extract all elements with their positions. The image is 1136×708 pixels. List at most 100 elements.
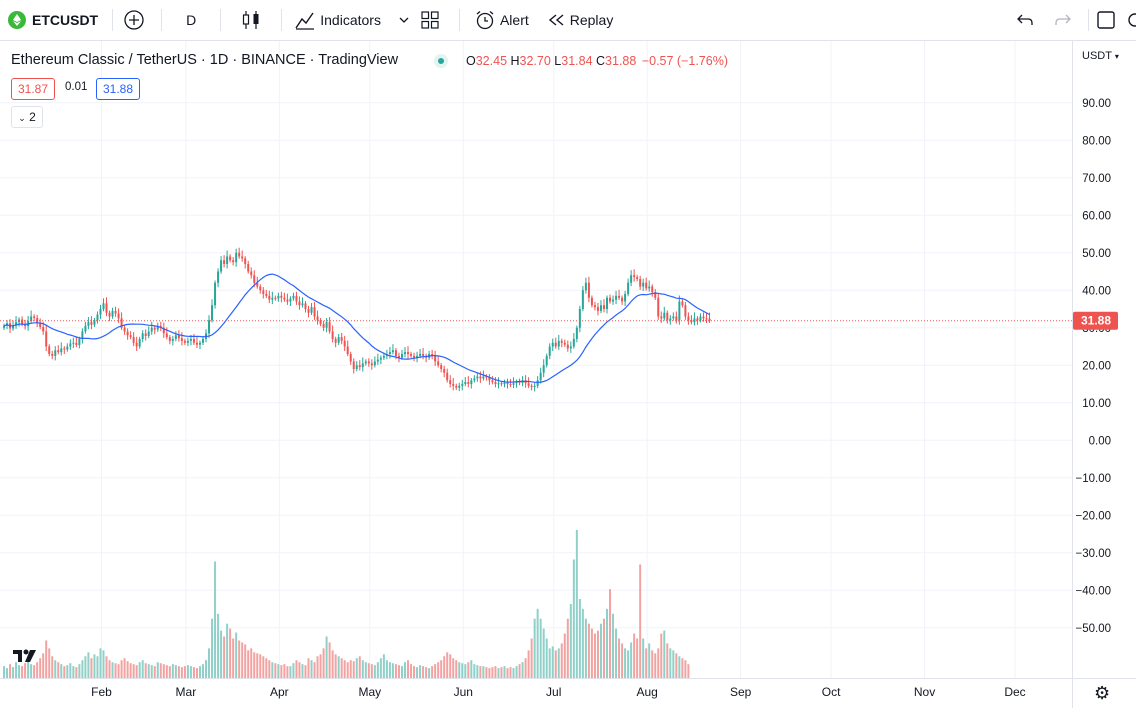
compare-symbol-button[interactable] (123, 0, 145, 41)
volume-bar (624, 648, 627, 678)
candle-body (352, 361, 355, 369)
volume-bar (271, 662, 274, 678)
candle-body (467, 382, 470, 384)
chevron-down-icon: ⌄ (18, 113, 26, 123)
replay-button[interactable]: Replay (547, 0, 613, 41)
chart-area[interactable]: 90.0080.0070.0060.0050.0040.0030.0020.00… (0, 41, 1136, 708)
volume-bar (681, 658, 684, 678)
volume-bar (376, 662, 379, 678)
fullscreen-button[interactable] (1096, 0, 1116, 41)
chart-type-button[interactable] (241, 0, 261, 41)
candle-body (123, 327, 126, 332)
candle-body (217, 271, 220, 283)
candle-body (440, 365, 443, 369)
candle-body (201, 339, 204, 343)
candle-body (84, 325, 87, 332)
candle-body (422, 354, 425, 356)
volume-bar (621, 643, 624, 678)
chart-settings-button[interactable]: ⚙ (1094, 683, 1110, 704)
legend-collapse-button[interactable]: ⌄ 2 (11, 106, 43, 128)
volume-bar (425, 667, 428, 678)
redo-button[interactable] (1054, 0, 1072, 41)
candle-body (340, 337, 343, 341)
volume-bar (654, 653, 657, 678)
sell-price-button[interactable]: 31.87 (11, 78, 56, 100)
price-tick-label: −30.00 (1076, 548, 1112, 560)
candle-body (373, 361, 376, 366)
candle-body (551, 342, 554, 347)
volume-bar (177, 666, 180, 678)
candle-body (120, 318, 123, 328)
volume-bar (403, 662, 406, 678)
month-tick-label: Jun (454, 685, 473, 699)
candle-body (596, 307, 599, 311)
price-tick-label: 10.00 (1082, 398, 1111, 410)
candle-body (618, 295, 621, 298)
price-chart[interactable]: 90.0080.0070.0060.0050.0040.0030.0020.00… (0, 41, 1136, 708)
alert-button[interactable]: Alert (474, 0, 529, 41)
candle-body (156, 325, 159, 330)
candle-body (587, 282, 590, 298)
volume-bar (235, 632, 238, 678)
candle-body (566, 344, 569, 349)
candle-body (198, 342, 201, 345)
candle-body (612, 299, 615, 302)
volume-bar (310, 660, 313, 678)
candle-body (648, 286, 651, 289)
layout-button[interactable] (421, 0, 439, 41)
candle-body (536, 380, 539, 386)
snapshot-button[interactable] (1126, 0, 1136, 41)
candle-body (286, 299, 289, 302)
volume-bar (120, 660, 123, 678)
candle-body (280, 295, 283, 298)
undo-button[interactable] (1016, 0, 1034, 41)
candle-body (527, 383, 530, 386)
candle-body (141, 333, 144, 339)
candle-body (180, 338, 183, 341)
candle-body (627, 282, 630, 294)
candle-body (358, 365, 361, 368)
price-tick-label: 80.00 (1082, 135, 1111, 147)
candle-body (328, 322, 331, 332)
candle-body (473, 378, 476, 381)
price-axis[interactable]: 90.0080.0070.0060.0050.0040.0030.0020.00… (1076, 98, 1112, 635)
candle-body (42, 327, 45, 332)
indicators-dropdown-button[interactable] (399, 0, 409, 41)
tradingview-logo-icon[interactable] (12, 646, 38, 666)
candle-body (593, 305, 596, 308)
volume-bar (536, 608, 539, 678)
interval-button[interactable]: D (186, 0, 196, 41)
buy-price-button[interactable]: 31.88 (96, 78, 141, 100)
symbol-search-button[interactable]: ETCUSDT (8, 0, 98, 41)
time-axis[interactable]: Feb Mar Apr May Jun Jul Aug Sep Oct Nov Dec (91, 685, 1026, 699)
candle-body (186, 340, 189, 343)
candle-body (687, 316, 690, 321)
candle-body (663, 312, 666, 319)
candle-body (699, 316, 702, 321)
currency-selector[interactable]: USDT ▾ (1082, 50, 1119, 62)
volume-bar (609, 589, 612, 678)
toolbar-divider (458, 9, 460, 31)
volume-bar (479, 666, 482, 678)
volume-bar (295, 660, 298, 678)
indicators-button[interactable]: Indicators (294, 0, 381, 41)
candle-body (443, 369, 446, 373)
candle-body (111, 310, 114, 317)
candle-body (675, 316, 678, 321)
month-tick-label: May (358, 685, 381, 699)
volume-bar (90, 658, 93, 678)
candle-body (485, 376, 488, 378)
market-status-dot[interactable] (434, 54, 448, 68)
volume-bar (280, 665, 283, 678)
candle-body (367, 361, 370, 364)
candle-body (238, 252, 241, 257)
candle-body (491, 380, 494, 383)
indicators-icon (295, 12, 315, 30)
candle-body (138, 339, 141, 347)
candle-body (434, 355, 437, 362)
month-tick-label: Oct (822, 685, 841, 699)
volume-bar (379, 658, 382, 678)
candle-body (271, 297, 274, 300)
month-tick-label: Mar (176, 685, 197, 699)
volume-bar (150, 665, 153, 678)
